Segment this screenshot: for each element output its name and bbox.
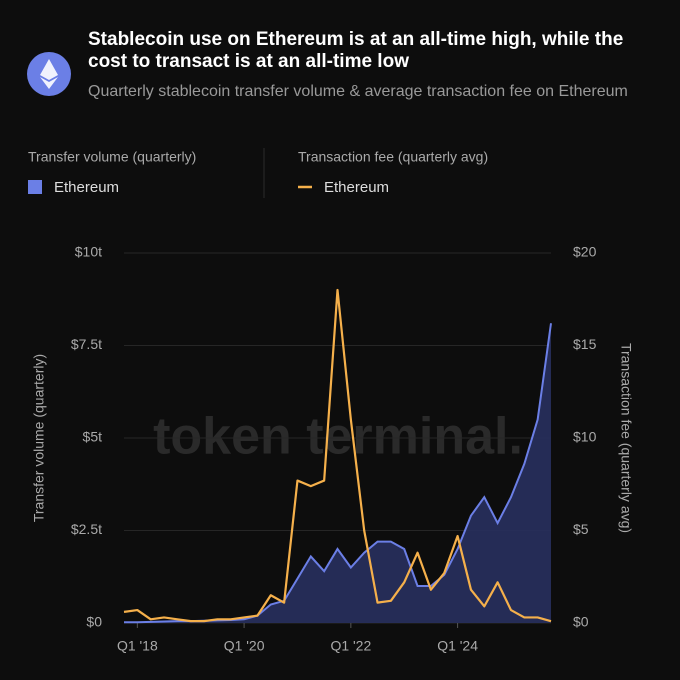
y2-tick-label: $10 [573,429,597,445]
x-tick-label: Q1 '24 [437,638,478,654]
line [123,288,552,623]
legend-group-title: Transaction fee (quarterly avg) [298,149,488,165]
text-line: Quarterly stablecoin transfer volume & a… [88,83,628,100]
y-tick-label: $7.5t [71,336,102,352]
y-tick-label: $2.5t [71,521,102,537]
legend-label: Ethereum [54,179,119,196]
chart-subtitle: Quarterly stablecoin transfer volume & a… [88,83,628,100]
chart-title: Stablecoin use on Ethereum is at an all-… [88,29,623,72]
area [124,323,551,623]
text-line: cost to transact is at an all-time low [88,51,409,72]
text-line: Stablecoin use on Ethereum is at an all-… [88,29,623,50]
x-tick-label: Q1 '18 [117,638,158,654]
y2-tick-label: $15 [573,336,597,352]
legend-group-title: Transfer volume (quarterly) [28,149,196,165]
y2-tick-label: $20 [573,244,597,260]
legend-label: Ethereum [324,179,389,196]
x-tick-label: Q1 '22 [330,638,371,654]
y-tick-label: $5t [83,429,103,445]
y2-axis-label: Transaction fee (quarterly avg) [618,343,634,533]
y2-tick-label: $5 [573,521,589,537]
y-tick-label: $0 [86,614,102,630]
y-tick-label: $10t [75,244,102,260]
x-tick-label: Q1 '20 [224,638,265,654]
y-axis-label: Transfer volume (quarterly) [31,354,47,522]
eth-logo [40,59,58,89]
legend-swatch [28,180,42,194]
watermark: token terminal. [153,408,523,466]
y2-tick-label: $0 [573,614,589,630]
